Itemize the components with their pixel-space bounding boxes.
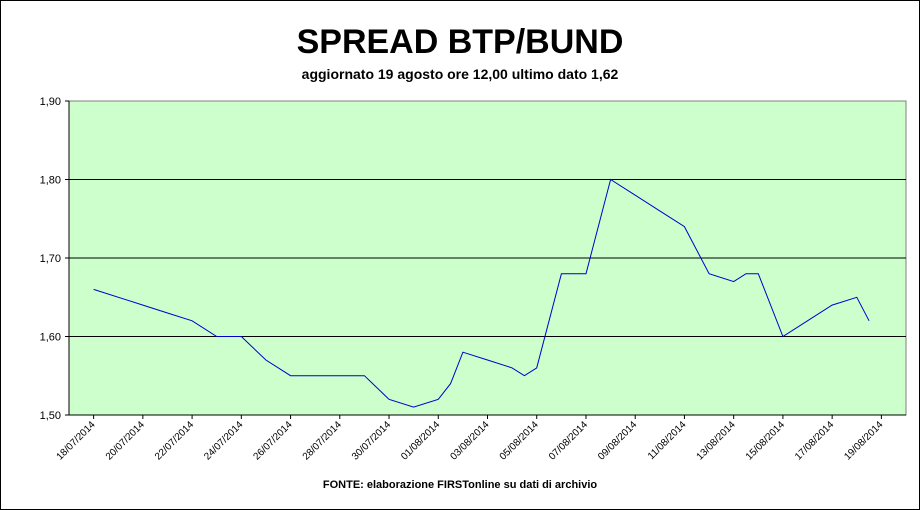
x-tick-label: 18/07/2014 bbox=[55, 419, 98, 462]
x-tick-label: 17/08/2014 bbox=[793, 419, 836, 462]
chart-subtitle: aggiornato 19 agosto ore 12,00 ultimo da… bbox=[301, 66, 619, 82]
gridlines bbox=[69, 179, 906, 337]
y-tick-label: 1,90 bbox=[40, 96, 61, 108]
x-tick-label: 03/08/2014 bbox=[448, 419, 491, 462]
x-tick-label: 19/08/2014 bbox=[842, 419, 885, 462]
x-tick-label: 26/07/2014 bbox=[252, 419, 295, 462]
x-tick-label: 20/07/2014 bbox=[104, 419, 147, 462]
x-tick-label: 05/08/2014 bbox=[498, 419, 541, 462]
x-tick-label: 30/07/2014 bbox=[350, 419, 393, 462]
x-tick-label: 28/07/2014 bbox=[301, 419, 344, 462]
x-tick-label: 22/07/2014 bbox=[153, 419, 196, 462]
x-tick-label: 07/08/2014 bbox=[547, 419, 590, 462]
x-tick-label: 13/08/2014 bbox=[695, 419, 738, 462]
x-axis: 18/07/2014 20/07/2014 22/07/2014 24/07/2014… bbox=[55, 414, 906, 463]
chart-source: FONTE: elaborazione FIRSTonline su dati … bbox=[322, 479, 598, 491]
x-tick-label: 01/08/2014 bbox=[399, 419, 442, 462]
y-tick-label: 1,60 bbox=[40, 332, 61, 344]
x-tick-label: 11/08/2014 bbox=[646, 419, 689, 462]
x-tick-label: 24/07/2014 bbox=[202, 419, 245, 462]
y-tick-label: 1,70 bbox=[40, 253, 61, 265]
y-axis: 1,50 1,60 1,70 1,80 1,90 bbox=[40, 96, 70, 422]
spread-series-line bbox=[93, 178, 870, 408]
y-tick-label: 1,50 bbox=[40, 410, 61, 422]
x-tick-label: 09/08/2014 bbox=[596, 419, 639, 462]
x-tick-label: 15/08/2014 bbox=[744, 419, 787, 462]
chart-title: SPREAD BTP/BUND bbox=[296, 23, 624, 61]
y-tick-label: 1,80 bbox=[40, 175, 61, 187]
